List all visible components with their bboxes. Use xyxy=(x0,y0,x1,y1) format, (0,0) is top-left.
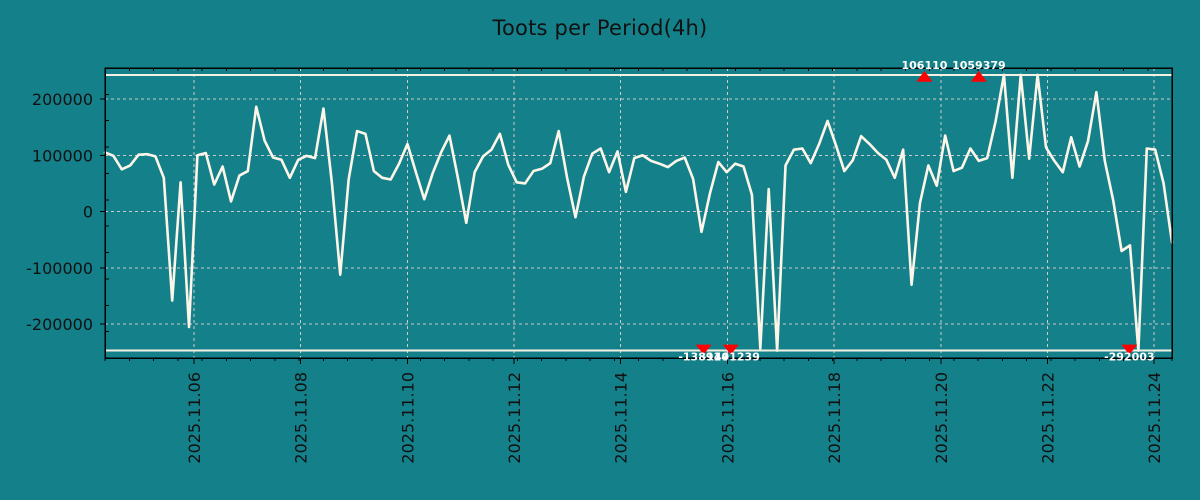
annotation-labels-layer: 106110 1059379 -138914-1491239 -292003 xyxy=(678,59,1154,364)
clip-lines-layer xyxy=(105,73,1172,352)
x-tick-label: 2025.11.16 xyxy=(718,372,737,464)
outlier-value-label: -1491239 xyxy=(702,351,760,364)
series-line xyxy=(103,73,1174,352)
outlier-value-label: 1059379 xyxy=(952,59,1006,72)
y-tick-label: -100000 xyxy=(26,259,93,278)
y-axis-labels: 200000 100000 0 -100000 -200000 xyxy=(26,90,93,334)
outlier-value-label: 106110 xyxy=(901,59,947,72)
y-tick-label: 200000 xyxy=(32,90,93,109)
x-tick-label: 2025.11.14 xyxy=(612,372,631,464)
x-tick-label: 2025.11.24 xyxy=(1145,372,1164,464)
y-tick-label: -200000 xyxy=(26,315,93,334)
x-tick-label: 2025.11.18 xyxy=(825,372,844,464)
y-tick-label: 0 xyxy=(83,203,93,222)
x-tick-label: 2025.11.10 xyxy=(398,372,417,464)
grid-layer xyxy=(105,68,1172,358)
x-tick-label: 2025.11.22 xyxy=(1038,372,1057,464)
data-series-layer xyxy=(103,73,1174,352)
outlier-markers-layer xyxy=(695,70,1138,355)
chart-title: Toots per Period(4h) xyxy=(492,16,708,40)
outlier-marker xyxy=(970,70,987,82)
outlier-value-label: -292003 xyxy=(1104,351,1155,364)
outlier-marker xyxy=(1121,344,1138,355)
outlier-value-label: -138914 xyxy=(678,351,729,364)
outlier-marker xyxy=(695,344,712,355)
outlier-marker xyxy=(916,70,933,82)
axis-frame xyxy=(104,67,1173,359)
outlier-marker xyxy=(722,344,739,355)
x-tick-label: 2025.11.06 xyxy=(185,372,204,464)
x-tick-label: 2025.11.20 xyxy=(932,372,951,464)
x-tick-label: 2025.11.12 xyxy=(505,372,524,464)
x-axis-labels: 2025.11.06 2025.11.08 2025.11.10 2025.11.12… xyxy=(185,372,1164,464)
x-tick-label: 2025.11.08 xyxy=(292,372,311,464)
y-tick-label: 100000 xyxy=(32,146,93,165)
